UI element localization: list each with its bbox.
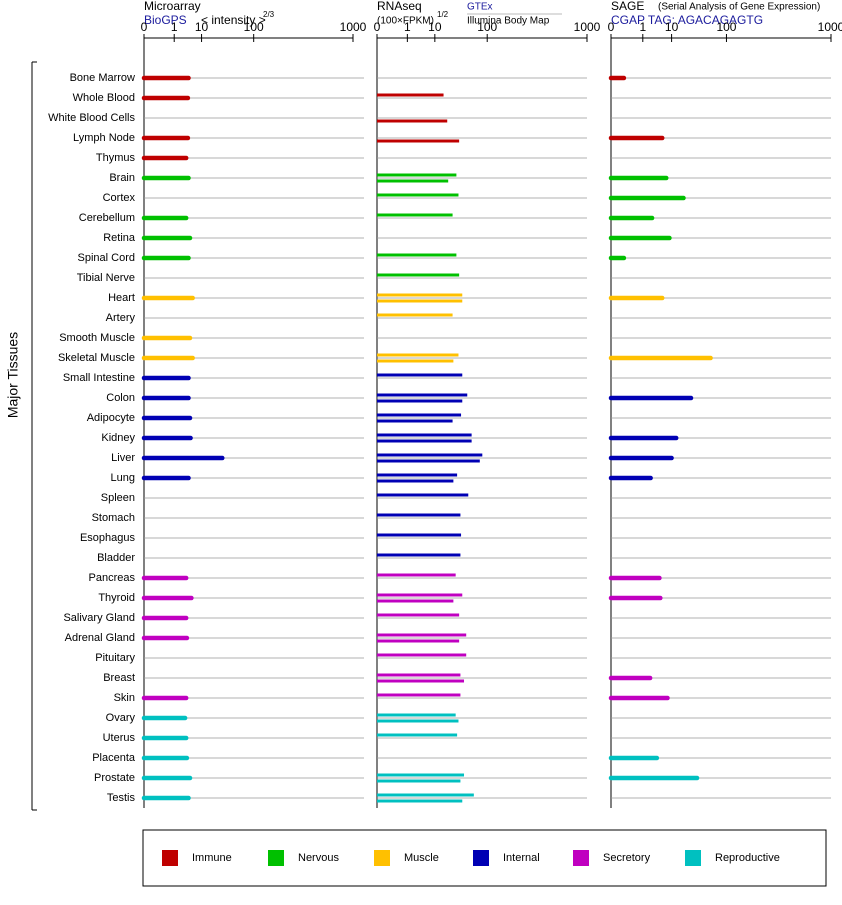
tissue-label: Adrenal Gland xyxy=(65,632,135,644)
tissue-label: Thymus xyxy=(96,152,136,164)
legend-label: Nervous xyxy=(298,852,339,864)
legend-label: Immune xyxy=(192,852,232,864)
x-tick-label: 1000 xyxy=(574,20,601,34)
tissue-label: Liver xyxy=(111,452,135,464)
series-label: Illumina Body Map xyxy=(467,16,550,27)
tissue-label: Stomach xyxy=(92,512,135,524)
legend-label: Reproductive xyxy=(715,852,780,864)
y-label: Major Tissues xyxy=(5,332,21,418)
panel-source: BioGPS xyxy=(144,13,187,27)
x-tick-label: 0 xyxy=(141,20,148,34)
tissue-label: Adipocyte xyxy=(87,412,135,424)
tissue-label: Kidney xyxy=(101,432,135,444)
x-label-exponent: 2/3 xyxy=(263,10,275,19)
tissue-label: Ovary xyxy=(106,712,136,724)
legend-swatch xyxy=(162,850,178,866)
tissue-label: Small Intestine xyxy=(63,372,135,384)
panel-title: RNAseq xyxy=(377,0,422,13)
panel-title: Microarray xyxy=(144,0,201,13)
tissue-label: Lymph Node xyxy=(73,132,135,144)
legend-label: Secretory xyxy=(603,852,651,864)
x-tick-label: 10 xyxy=(195,20,209,34)
tissue-label: Thyroid xyxy=(98,592,135,604)
tissue-label: Heart xyxy=(108,292,135,304)
tissue-label: Skeletal Muscle xyxy=(58,352,135,364)
panel-source: CGAP TAG: AGACAGAGTG xyxy=(611,13,763,27)
tissue-label: Pituitary xyxy=(95,652,135,664)
tissue-label: Smooth Muscle xyxy=(59,332,135,344)
tissue-label: Testis xyxy=(107,792,136,804)
tissue-label: Tibial Nerve xyxy=(77,272,135,284)
x-tick-label: 1 xyxy=(171,20,178,34)
legend-swatch xyxy=(374,850,390,866)
x-tick-label: 100 xyxy=(244,20,264,34)
tissue-label: Bone Marrow xyxy=(70,72,135,84)
x-tick-label: 100 xyxy=(716,20,736,34)
x-tick-label: 1 xyxy=(639,20,646,34)
x-tick-label: 0 xyxy=(608,20,615,34)
tissue-label: Colon xyxy=(106,392,135,404)
x-tick-label: 1000 xyxy=(340,20,367,34)
x-label: < intensity > xyxy=(201,13,266,27)
x-tick-label: 100 xyxy=(477,20,497,34)
tissue-label: Artery xyxy=(106,312,136,324)
tissue-label: Uterus xyxy=(103,732,136,744)
series-label: GTEx xyxy=(467,2,493,13)
x-label: (100×FPKM) xyxy=(377,16,434,27)
tissue-label: Placenta xyxy=(92,752,136,764)
tissue-label: Whole Blood xyxy=(73,92,135,104)
tissue-label: Cerebellum xyxy=(79,212,135,224)
x-tick-label: 1000 xyxy=(818,20,842,34)
panel-subtitle: (Serial Analysis of Gene Expression) xyxy=(658,2,820,13)
tissue-label: Skin xyxy=(114,692,135,704)
legend-swatch xyxy=(268,850,284,866)
legend-label: Muscle xyxy=(404,852,439,864)
legend-box xyxy=(142,829,827,887)
legend-label: Internal xyxy=(503,852,540,864)
x-label-exponent: 1/2 xyxy=(437,10,449,19)
tissue-label: Spinal Cord xyxy=(78,252,135,264)
tissue-label: White Blood Cells xyxy=(48,112,135,124)
x-tick-label: 0 xyxy=(374,20,381,34)
panel-title: SAGE xyxy=(611,0,644,13)
legend-swatch xyxy=(685,850,701,866)
x-tick-label: 10 xyxy=(665,20,679,34)
tissue-label: Esophagus xyxy=(80,532,136,544)
tissue-label: Cortex xyxy=(103,192,136,204)
tissue-label: Lung xyxy=(111,472,135,484)
legend-swatch xyxy=(573,850,589,866)
tissue-label: Brain xyxy=(109,172,135,184)
tissue-label: Bladder xyxy=(97,552,135,564)
tissue-label: Prostate xyxy=(94,772,135,784)
tissue-label: Spleen xyxy=(101,492,135,504)
legend-swatch xyxy=(473,850,489,866)
x-tick-label: 1 xyxy=(404,20,411,34)
tissue-label: Breast xyxy=(103,672,135,684)
tissue-label: Retina xyxy=(103,232,136,244)
tissue-label: Pancreas xyxy=(89,572,136,584)
tissue-label: Salivary Gland xyxy=(63,612,135,624)
x-tick-label: 10 xyxy=(428,20,442,34)
